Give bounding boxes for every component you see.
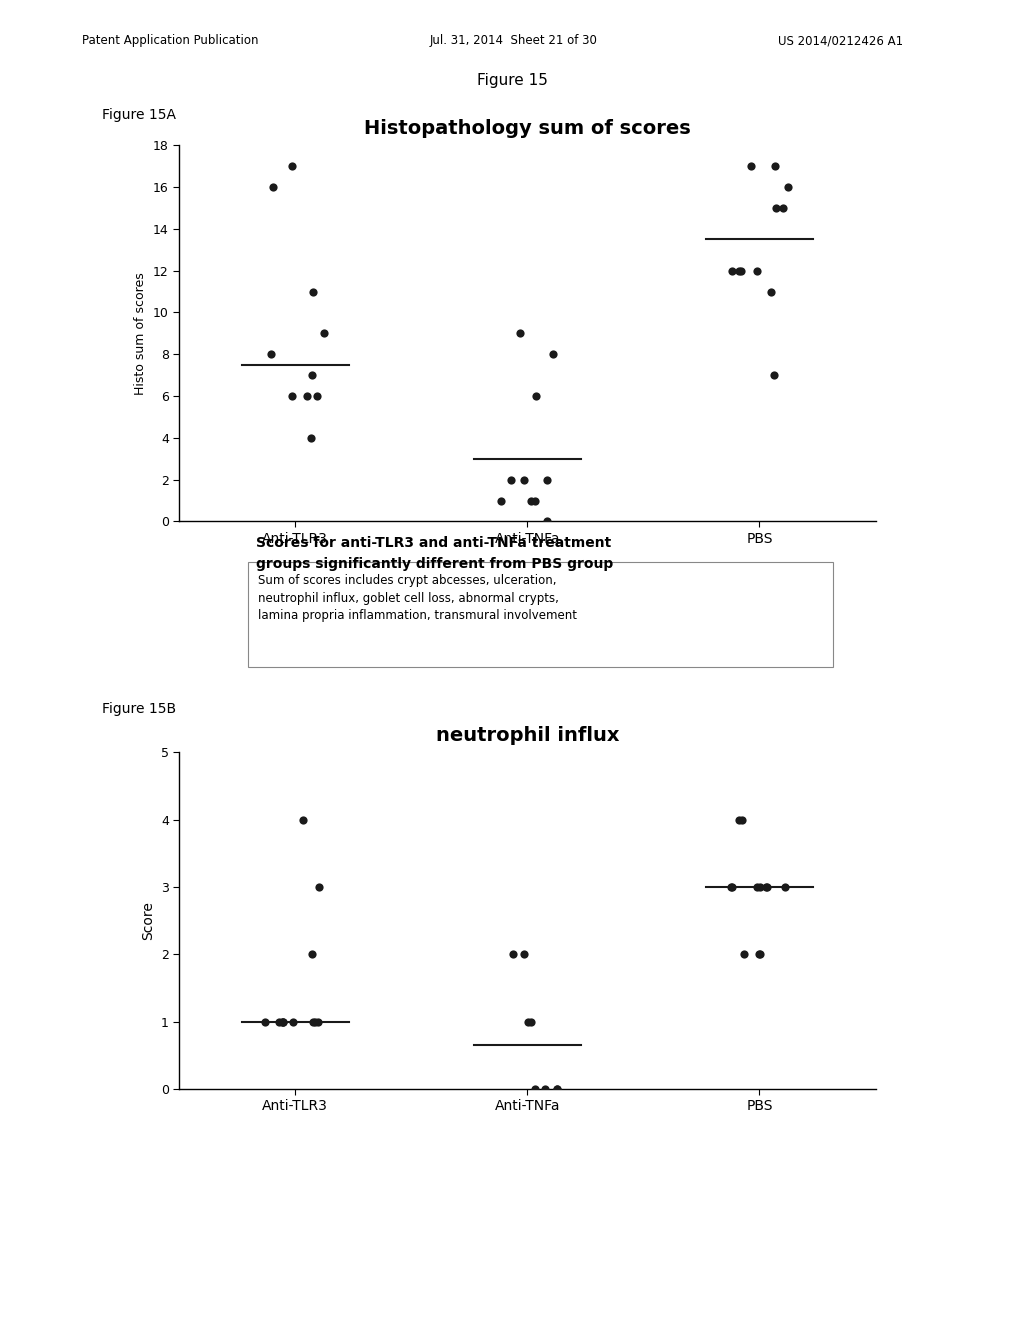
Point — [306, 1011, 323, 1032]
Point — [539, 511, 555, 532]
Y-axis label: Histo sum of scores: Histo sum of scores — [134, 272, 147, 395]
Point — [549, 1078, 565, 1100]
Point — [750, 260, 766, 281]
Point — [493, 490, 509, 511]
Point — [549, 1078, 565, 1100]
Point — [295, 809, 311, 830]
Point — [285, 1011, 301, 1032]
Point — [264, 177, 281, 198]
Point — [503, 469, 519, 490]
Text: Figure 15A: Figure 15A — [102, 108, 176, 123]
Point — [767, 156, 783, 177]
Point — [257, 1011, 273, 1032]
Text: Patent Application Publication: Patent Application Publication — [82, 34, 258, 48]
Point — [775, 198, 792, 219]
Point — [273, 1011, 290, 1032]
Point — [733, 260, 750, 281]
Point — [311, 876, 328, 898]
Point — [519, 1011, 536, 1032]
Point — [522, 1011, 539, 1032]
Point — [262, 343, 279, 364]
Text: US 2014/0212426 A1: US 2014/0212426 A1 — [778, 34, 903, 48]
Point — [270, 1011, 287, 1032]
Point — [308, 385, 325, 407]
Text: Jul. 31, 2014  Sheet 21 of 30: Jul. 31, 2014 Sheet 21 of 30 — [430, 34, 598, 48]
Point — [284, 385, 300, 407]
Point — [724, 260, 740, 281]
Point — [766, 364, 782, 385]
Text: groups significantly different from PBS group: groups significantly different from PBS … — [256, 557, 613, 572]
Point — [776, 876, 793, 898]
Point — [779, 177, 796, 198]
Text: Figure 15: Figure 15 — [476, 73, 548, 87]
Point — [516, 469, 532, 490]
Point — [284, 156, 300, 177]
Title: neutrophil influx: neutrophil influx — [435, 726, 620, 746]
Text: Sum of scores includes crypt abcesses, ulceration,
neutrophil influx, goblet cel: Sum of scores includes crypt abcesses, u… — [258, 574, 578, 622]
Point — [527, 385, 544, 407]
Point — [303, 428, 319, 449]
Point — [304, 281, 321, 302]
Point — [730, 260, 746, 281]
Point — [304, 944, 321, 965]
Point — [736, 944, 753, 965]
Point — [734, 809, 751, 830]
Point — [724, 876, 740, 898]
Point — [742, 156, 759, 177]
Point — [527, 490, 544, 511]
Point — [299, 385, 315, 407]
Point — [303, 364, 319, 385]
Text: Scores for anti-TLR3 and anti-TNFa treatment: Scores for anti-TLR3 and anti-TNFa treat… — [256, 536, 611, 550]
Point — [723, 876, 739, 898]
Point — [305, 1011, 322, 1032]
Y-axis label: Score: Score — [141, 902, 156, 940]
Point — [315, 322, 332, 343]
Point — [762, 281, 778, 302]
Point — [750, 876, 766, 898]
Point — [752, 944, 768, 965]
Point — [751, 944, 767, 965]
Text: Figure 15B: Figure 15B — [102, 702, 176, 717]
Point — [275, 1011, 292, 1032]
Point — [516, 944, 532, 965]
Point — [731, 809, 748, 830]
Point — [753, 876, 769, 898]
Point — [758, 876, 774, 898]
Point — [522, 490, 539, 511]
Point — [537, 1078, 553, 1100]
Point — [759, 876, 775, 898]
Point — [526, 1078, 543, 1100]
Point — [511, 322, 527, 343]
Point — [539, 469, 555, 490]
Point — [545, 343, 561, 364]
Point — [309, 1011, 326, 1032]
Title: Histopathology sum of scores: Histopathology sum of scores — [364, 119, 691, 139]
Point — [275, 1011, 292, 1032]
Point — [505, 944, 521, 965]
Point — [768, 198, 784, 219]
